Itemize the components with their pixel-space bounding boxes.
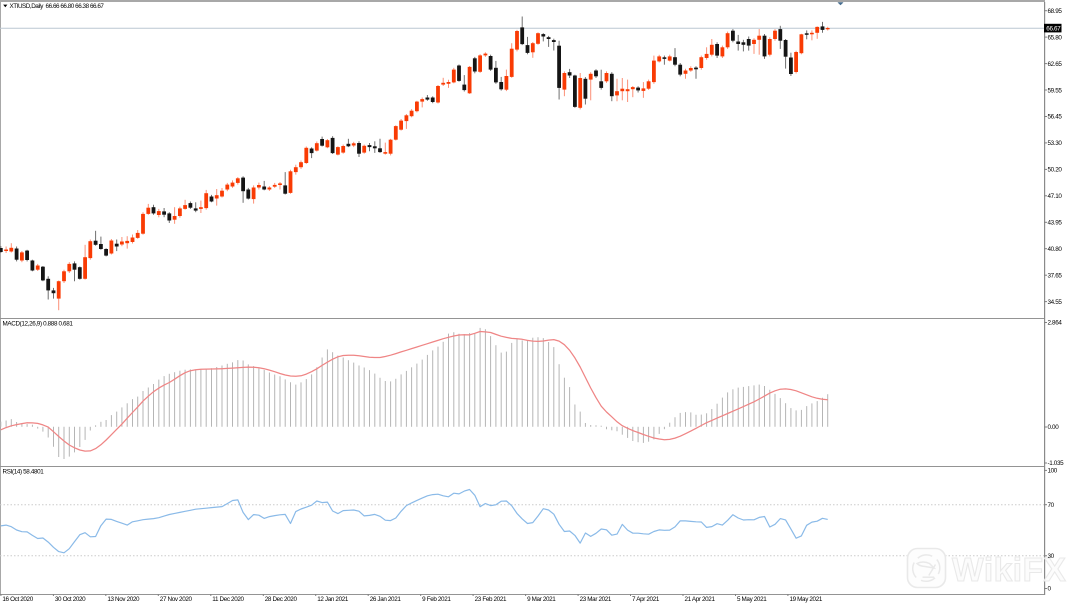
svg-text:56.45: 56.45: [1048, 114, 1063, 121]
svg-text:21 Apr 2021: 21 Apr 2021: [685, 596, 716, 603]
svg-text:23 Mar 2021: 23 Mar 2021: [580, 596, 612, 603]
svg-text:12 Jan 2021: 12 Jan 2021: [317, 596, 349, 603]
svg-text:9 Feb 2021: 9 Feb 2021: [422, 596, 451, 603]
svg-text:0.00: 0.00: [1048, 424, 1060, 431]
svg-text:65.80: 65.80: [1048, 34, 1063, 41]
svg-text:47.10: 47.10: [1048, 193, 1063, 200]
svg-text:WikiFX: WikiFX: [952, 552, 1067, 589]
svg-text:0: 0: [1048, 586, 1052, 593]
svg-text:62.65: 62.65: [1048, 61, 1063, 68]
svg-text:13 Nov 2020: 13 Nov 2020: [107, 596, 140, 603]
svg-text:37.65: 37.65: [1048, 272, 1063, 279]
svg-text:9 Mar 2021: 9 Mar 2021: [527, 596, 556, 603]
svg-text:30 Oct 2020: 30 Oct 2020: [55, 596, 86, 603]
svg-text:5 May 2021: 5 May 2021: [737, 596, 767, 603]
svg-text:68.95: 68.95: [1048, 8, 1063, 15]
svg-text:59.55: 59.55: [1048, 87, 1063, 94]
svg-text:-1.035: -1.035: [1048, 460, 1065, 467]
svg-text:27 Nov 2020: 27 Nov 2020: [160, 596, 193, 603]
svg-text:50.20: 50.20: [1048, 167, 1063, 174]
svg-text:100: 100: [1048, 468, 1058, 475]
svg-text:XTIUSD,Daily 66.66 66.80 66.3: XTIUSD,Daily 66.66 66.80 66.38 66.67: [10, 3, 105, 10]
svg-text:MACD(12,26,9) 0.888 0.681: MACD(12,26,9) 0.888 0.681: [3, 320, 74, 327]
svg-text:66.67: 66.67: [1046, 26, 1061, 33]
svg-text:2.864: 2.864: [1048, 320, 1063, 327]
svg-text:34.55: 34.55: [1048, 299, 1063, 306]
svg-text:16 Oct 2020: 16 Oct 2020: [2, 596, 33, 603]
svg-text:19 May 2021: 19 May 2021: [789, 596, 822, 603]
svg-text:RSI(14) 58.4801: RSI(14) 58.4801: [3, 468, 45, 475]
svg-text:40.80: 40.80: [1048, 246, 1063, 253]
svg-text:28 Dec 2020: 28 Dec 2020: [265, 596, 298, 603]
svg-text:70: 70: [1048, 502, 1055, 509]
svg-text:7 Apr 2021: 7 Apr 2021: [632, 596, 660, 603]
svg-text:53.30: 53.30: [1048, 140, 1063, 147]
svg-text:43.95: 43.95: [1048, 220, 1063, 227]
svg-text:11 Dec 2020: 11 Dec 2020: [212, 596, 244, 603]
svg-text:23 Feb 2021: 23 Feb 2021: [475, 596, 507, 603]
svg-text:30: 30: [1048, 553, 1055, 560]
svg-text:26 Jan 2021: 26 Jan 2021: [370, 596, 402, 603]
